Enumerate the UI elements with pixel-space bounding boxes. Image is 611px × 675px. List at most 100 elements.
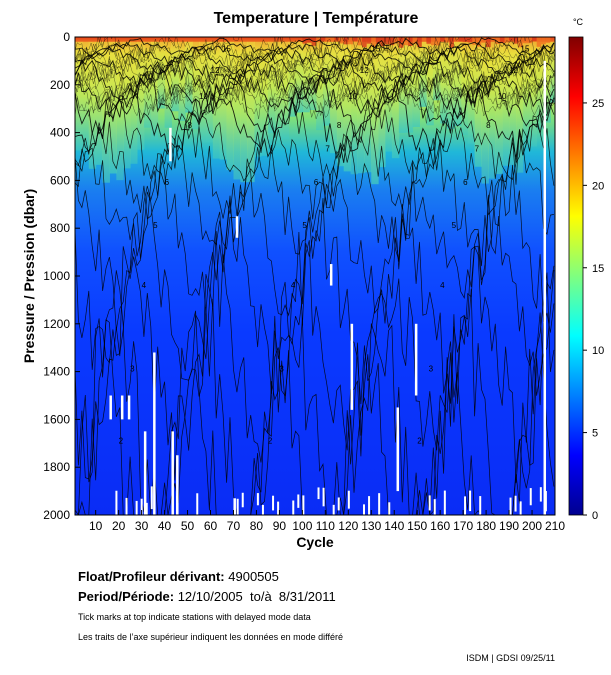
isotherm-line (75, 113, 555, 220)
bottom-gap (256, 493, 259, 506)
chart-title: Temperature | Température (214, 10, 419, 27)
heatmap-field: 2 2 2 3 3 3 4 4 4 5 5 5 6 6 6 7 7 7 8 8 8 10 10 10 12 12 12 15 15 15 (75, 37, 555, 515)
x-tick-label: 130 (361, 519, 381, 533)
contour-label: 7 (325, 145, 330, 154)
contour-label: 3 (429, 365, 434, 374)
warm-patch (529, 41, 538, 147)
x-tick-label: 90 (273, 519, 287, 533)
colorbar-tick-label: 25 (592, 98, 604, 110)
period-label: Period/Période: (78, 589, 175, 604)
warm-patch (488, 41, 496, 179)
contour-label: 12 (360, 66, 369, 75)
warm-patch (378, 41, 386, 168)
contour-label: 7 (475, 145, 480, 154)
data-gap (109, 395, 112, 420)
data-gap (235, 216, 239, 238)
y-tick-label: 1200 (43, 317, 70, 331)
warm-patch (295, 41, 303, 113)
contour-label: 12 (509, 66, 518, 75)
surface-patch (513, 37, 519, 44)
bottom-gap (509, 497, 512, 515)
x-tick-label: 110 (316, 519, 335, 533)
bottom-gap (140, 498, 143, 515)
surface-patch (334, 37, 340, 41)
surface-patch (375, 37, 381, 44)
contour-label: 8 (188, 121, 193, 130)
surface-patch (348, 37, 353, 45)
x-tick-label: 180 (476, 519, 496, 533)
x-tick-label: 20 (112, 519, 126, 533)
surface-patch (357, 37, 363, 46)
contour-label: 7 (176, 145, 181, 154)
isotherm-line (75, 45, 555, 75)
colorbar-tick-label: 5 (592, 428, 598, 440)
note-french: Les traits de l’axe supérieur indiquent … (78, 632, 344, 642)
warm-patch (274, 41, 283, 141)
colorbar-tick-label: 20 (592, 180, 604, 192)
y-tick-label: 1400 (43, 365, 70, 379)
warm-patch (364, 41, 372, 173)
near-surface-contour (75, 44, 555, 85)
bottom-gap (539, 487, 542, 502)
bottom-gap (368, 496, 371, 515)
warm-patch (171, 41, 179, 112)
y-tick-label: 1800 (43, 460, 70, 474)
surface-patch (389, 37, 395, 46)
surface-patch (339, 37, 344, 44)
period-line: Period/Période: 12/10/2005 to/à 8/31/201… (78, 589, 336, 604)
data-gap (350, 323, 354, 410)
near-surface-contour (75, 37, 555, 79)
surface-patch (316, 37, 321, 43)
surface-patch (453, 37, 459, 41)
surface-patch (421, 37, 427, 41)
warm-patch (116, 41, 124, 181)
x-tick-label: 190 (499, 519, 519, 533)
y-axis-label: Pressure / Pression (dbar) (21, 189, 37, 363)
contour-label: 10 (348, 92, 357, 101)
missing-data-gaps (109, 60, 547, 515)
surface-patch (486, 37, 491, 48)
surface-patch (463, 37, 468, 42)
warm-patch (329, 41, 338, 154)
surface-patch (467, 37, 473, 43)
bottom-gap (292, 500, 295, 515)
y-tick-label: 1000 (43, 269, 70, 283)
x-tick-label: 70 (227, 519, 241, 533)
x-tick-label: 150 (407, 519, 427, 533)
x-tick-label: 200 (522, 519, 542, 533)
warm-patch (75, 41, 83, 151)
data-gap (127, 395, 131, 420)
surface-patch (306, 37, 312, 43)
contour-label: 2 (119, 436, 124, 445)
bottom-gap (332, 504, 335, 515)
isotherm-line (75, 129, 554, 267)
x-tick-label: 40 (158, 519, 172, 533)
surface-patch (385, 37, 390, 45)
note-english: Tick marks at top indicate stations with… (78, 612, 311, 622)
data-gap (153, 352, 156, 515)
bottom-gap (302, 495, 305, 515)
data-gap (169, 127, 172, 162)
x-tick-label: 50 (181, 519, 195, 533)
warm-patch (130, 41, 138, 164)
surface-patch (541, 37, 546, 45)
surface-patch (472, 37, 477, 45)
surface-patch (398, 37, 404, 48)
contour-label: 4 (142, 281, 147, 290)
isotherm-line (75, 310, 555, 515)
near-surface-contour (75, 77, 555, 118)
float-id: 4900505 (228, 569, 279, 584)
contour-label: 8 (337, 121, 342, 130)
bottom-gap (150, 486, 153, 510)
warm-patch (385, 41, 393, 152)
bottom-gap (261, 504, 264, 515)
credit-stamp: ISDM | GDSI 09/25/11 (466, 653, 555, 663)
data-gap (543, 60, 547, 515)
x-tick-label: 60 (204, 519, 218, 533)
x-tick-label: 140 (384, 519, 404, 533)
surface-patch (504, 37, 510, 43)
contour-label: 5 (452, 221, 457, 230)
float-label: Float/Profileur dérivant: (78, 569, 225, 584)
warm-patch (185, 41, 193, 113)
